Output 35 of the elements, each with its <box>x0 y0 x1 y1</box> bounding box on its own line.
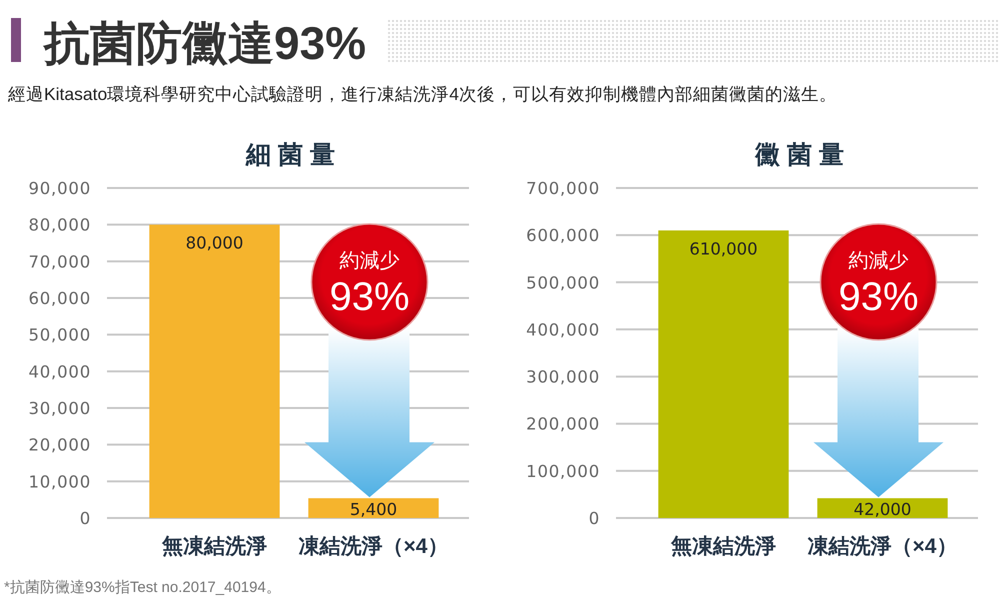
y-tick-label: 10,000 <box>28 472 91 491</box>
y-tick-label: 70,000 <box>28 252 91 271</box>
annotation: 93% <box>838 275 919 319</box>
y-tick-label: 0 <box>588 508 600 528</box>
y-tick-label: 0 <box>80 508 91 528</box>
data-label: 610,000 <box>689 238 758 258</box>
y-tick-label: 30,000 <box>28 398 91 418</box>
y-tick-label: 300,000 <box>526 367 600 386</box>
data-label: 5,400 <box>350 500 398 518</box>
y-tick-label: 100,000 <box>526 461 600 480</box>
data-label: 80,000 <box>186 233 244 252</box>
y-tick-label: 40,000 <box>28 362 91 381</box>
x-tick-label: 無凍結洗淨 <box>161 534 267 558</box>
y-tick-label: 500,000 <box>526 272 600 292</box>
y-tick-label: 200,000 <box>526 414 600 434</box>
data-label: 42,000 <box>854 500 912 518</box>
y-tick-label: 400,000 <box>526 320 600 339</box>
y-tick-label: 20,000 <box>28 435 91 454</box>
y-tick-label: 700,000 <box>526 178 600 198</box>
annotation: 約減少 <box>848 250 908 272</box>
text: 抗菌防黴達93% <box>42 17 366 69</box>
x-tick-label: 凍結洗淨（×4） <box>808 534 958 558</box>
text: 經過Kitasato環境科學研究中心試驗證明，進行凍結洗淨4次後，可以有效抑制機體內部細菌黴菌的滋生。 <box>7 84 837 104</box>
chart-title: 黴菌量 <box>754 141 851 169</box>
text: *抗菌防黴達93%指Test no.2017_40194。 <box>4 579 281 596</box>
y-tick-label: 600,000 <box>526 226 600 245</box>
y-tick-label: 50,000 <box>28 325 91 344</box>
annotation: 93% <box>329 275 410 319</box>
x-tick-label: 凍結洗淨（×4） <box>298 534 448 558</box>
annotation: 約減少 <box>340 250 400 272</box>
chart-title: 細菌量 <box>245 141 342 169</box>
y-tick-label: 90,000 <box>28 178 91 198</box>
y-tick-label: 80,000 <box>28 215 91 234</box>
x-tick-label: 無凍結洗淨 <box>670 534 776 558</box>
y-tick-label: 60,000 <box>28 288 91 308</box>
